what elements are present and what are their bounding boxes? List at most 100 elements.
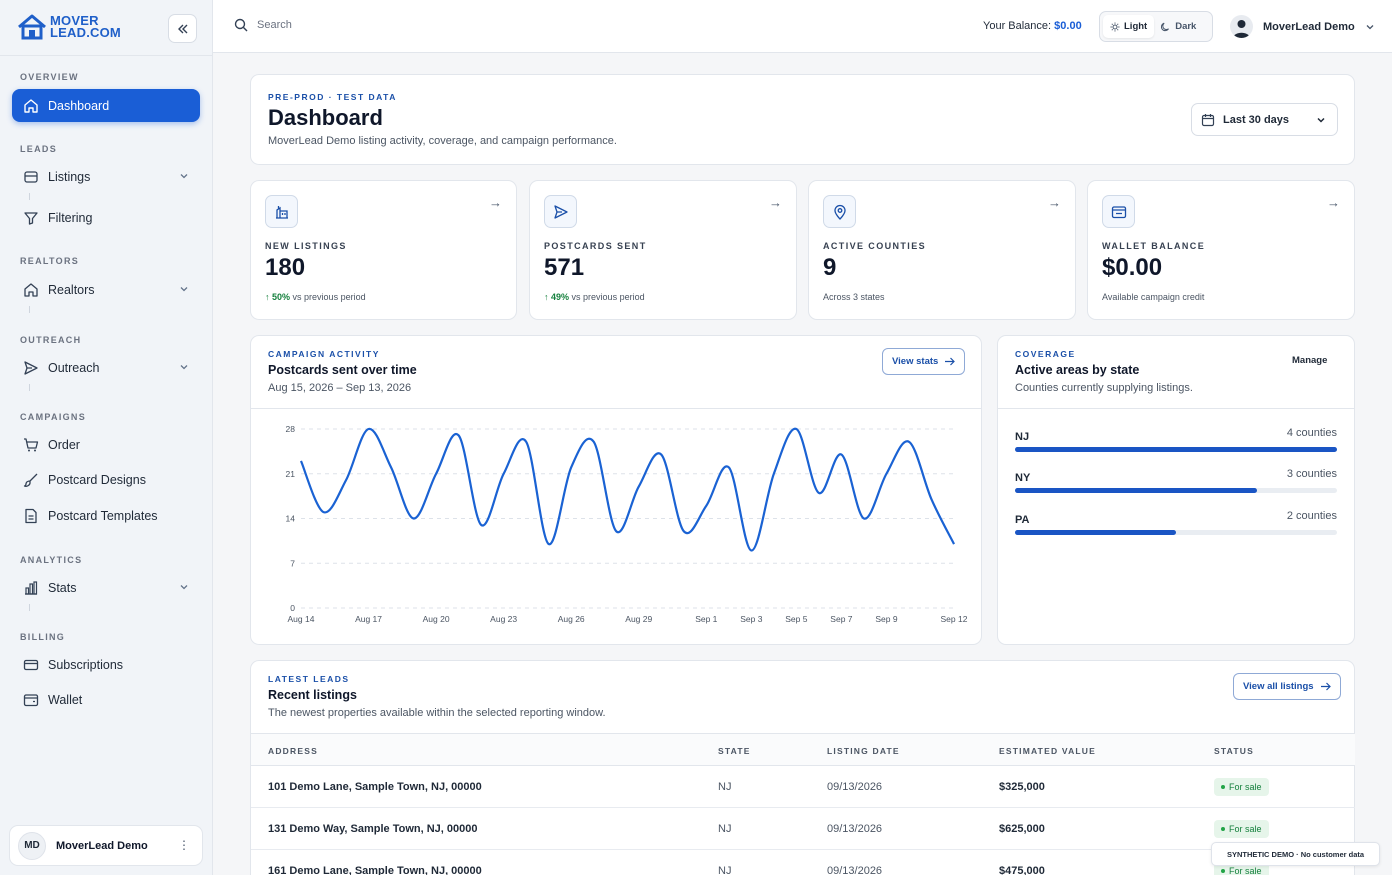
view-stats-label: View stats bbox=[892, 356, 939, 367]
recent-eyebrow: LATEST LEADS bbox=[268, 674, 350, 684]
file-icon bbox=[22, 507, 40, 525]
home-icon bbox=[22, 281, 40, 299]
section-billing: BILLING bbox=[20, 632, 66, 642]
coverage-bar-fill bbox=[1015, 488, 1257, 493]
table-row[interactable]: 161 Demo Lane, Sample Town, NJ, 00000 NJ… bbox=[251, 850, 1355, 875]
sidebar-header: MOVER LEAD.COM bbox=[0, 0, 212, 56]
sidebar-item-dashboard[interactable]: Dashboard bbox=[12, 89, 200, 122]
dashboard-header-card: PRE-PROD · TEST DATA Dashboard MoverLead… bbox=[250, 74, 1355, 165]
sidebar-item-filtering[interactable]: Filtering bbox=[12, 201, 200, 234]
brand-logo[interactable]: MOVER LEAD.COM bbox=[17, 14, 121, 40]
kpi-footnote: Across 3 states bbox=[823, 292, 885, 302]
view-all-listings-button[interactable]: View all listings bbox=[1233, 673, 1341, 700]
campaign-activity-card: CAMPAIGN ACTIVITY Postcards sent over ti… bbox=[250, 335, 982, 645]
sidebar-item-label: Order bbox=[48, 437, 80, 452]
kpi-new-listings[interactable]: → NEW LISTINGS 180 ↑ 50% vs previous per… bbox=[250, 180, 517, 320]
recent-listings-card: LATEST LEADS Recent listings The newest … bbox=[250, 660, 1355, 875]
coverage-eyebrow: COVERAGE bbox=[1015, 349, 1076, 359]
search-input[interactable]: Search bbox=[234, 18, 292, 32]
sidebar-item-subscriptions[interactable]: Subscriptions bbox=[12, 648, 200, 681]
theme-dark-button[interactable]: Dark bbox=[1154, 15, 1203, 38]
coverage-count: 3 counties bbox=[1286, 468, 1337, 480]
kpi-value: 180 bbox=[265, 254, 306, 281]
column-header-status[interactable]: STATUS bbox=[1214, 746, 1254, 756]
column-header-address[interactable]: ADDRESS bbox=[268, 746, 318, 756]
sidebar-item-label: Filtering bbox=[48, 210, 93, 225]
brand-name-line1: MOVER bbox=[50, 13, 99, 28]
account-menu[interactable]: MoverLead Demo bbox=[1230, 15, 1375, 38]
sidebar-item-postcard-templates[interactable]: Postcard Templates bbox=[12, 499, 200, 532]
status-badge: For sale bbox=[1214, 820, 1269, 838]
sidebar-item-label: Listings bbox=[48, 169, 91, 184]
sidebar: MOVER LEAD.COM OVERVIEW Dashboard LEADS … bbox=[0, 0, 213, 875]
x-tick-label: Aug 23 bbox=[490, 614, 517, 624]
kpi-active-counties[interactable]: → ACTIVE COUNTIES 9 Across 3 states bbox=[808, 180, 1076, 320]
credit-card-icon bbox=[22, 656, 40, 674]
row-state: NJ bbox=[718, 781, 732, 793]
arrow-right-icon[interactable]: → bbox=[1327, 195, 1340, 210]
sidebar-item-listings[interactable]: Listings bbox=[12, 160, 200, 193]
row-value: $325,000 bbox=[999, 781, 1045, 793]
table-row[interactable]: 131 Demo Way, Sample Town, NJ, 00000 NJ … bbox=[251, 808, 1355, 850]
status-label: For sale bbox=[1229, 824, 1262, 834]
house-logo-icon bbox=[18, 14, 46, 40]
column-header-listing-date[interactable]: LISTING DATE bbox=[827, 746, 900, 756]
coverage-bar-track bbox=[1015, 447, 1337, 452]
row-date: 09/13/2026 bbox=[827, 865, 883, 875]
coverage-bar-track bbox=[1015, 530, 1337, 535]
kpi-footnote: ↑ 50% vs previous period bbox=[265, 292, 366, 302]
more-vertical-icon[interactable]: ⋮ bbox=[178, 838, 190, 852]
nav-connector bbox=[29, 604, 30, 611]
x-tick-label: Aug 14 bbox=[288, 614, 315, 624]
kpi-postcards-sent[interactable]: → POSTCARDS SENT 571 ↑ 49% vs previous p… bbox=[529, 180, 797, 320]
sidebar-user-card[interactable]: MD MoverLead Demo ⋮ bbox=[9, 825, 203, 866]
card-divider bbox=[998, 408, 1354, 409]
sidebar-item-order[interactable]: Order bbox=[12, 428, 200, 461]
row-value: $625,000 bbox=[999, 823, 1045, 835]
view-stats-button[interactable]: View stats bbox=[882, 348, 966, 375]
kpi-value: 9 bbox=[823, 254, 837, 281]
sidebar-item-wallet[interactable]: Wallet bbox=[12, 683, 200, 716]
kpi-wallet-balance[interactable]: → WALLET BALANCE $0.00 Available campaig… bbox=[1087, 180, 1355, 320]
coverage-row-pa: PA 2 counties bbox=[1015, 510, 1337, 535]
status-dot bbox=[1221, 785, 1225, 789]
topbar: Search Your Balance: $0.00 Light Dark Mo… bbox=[213, 0, 1392, 53]
manage-button[interactable]: Manage bbox=[1292, 355, 1328, 366]
sidebar-item-label: Stats bbox=[48, 580, 77, 595]
wallet-icon bbox=[1102, 195, 1135, 228]
kpi-label: POSTCARDS SENT bbox=[544, 241, 647, 251]
arrow-right-icon[interactable]: → bbox=[1048, 195, 1061, 210]
bar-chart-icon bbox=[22, 579, 40, 597]
chevron-down-icon bbox=[1317, 117, 1325, 123]
table-row[interactable]: 101 Demo Lane, Sample Town, NJ, 00000 NJ… bbox=[251, 766, 1355, 808]
section-leads: LEADS bbox=[20, 144, 58, 154]
synthetic-demo-tag: SYNTHETIC DEMO · No customer data bbox=[1211, 842, 1380, 866]
x-tick-label: Aug 17 bbox=[355, 614, 382, 624]
column-header-estimated-value[interactable]: ESTIMATED VALUE bbox=[999, 746, 1097, 756]
header-eyebrow: PRE-PROD · TEST DATA bbox=[268, 92, 397, 102]
date-range-select[interactable]: Last 30 days bbox=[1191, 103, 1338, 136]
coverage-title: Active areas by state bbox=[1015, 363, 1140, 377]
brush-icon bbox=[22, 471, 40, 489]
campaign-range: Aug 15, 2026 – Sep 13, 2026 bbox=[268, 382, 412, 394]
section-overview: OVERVIEW bbox=[20, 72, 79, 82]
row-date: 09/13/2026 bbox=[827, 781, 883, 793]
series-line bbox=[299, 427, 955, 552]
sidebar-item-stats[interactable]: Stats bbox=[12, 571, 200, 604]
x-tick-label: Sep 1 bbox=[695, 614, 717, 624]
chevrons-left-icon bbox=[177, 24, 187, 33]
sidebar-item-realtors[interactable]: Realtors bbox=[12, 273, 200, 306]
status-badge: For sale bbox=[1214, 778, 1269, 796]
kpi-value: $0.00 bbox=[1102, 254, 1163, 281]
column-header-state[interactable]: STATE bbox=[718, 746, 751, 756]
arrow-right-icon[interactable]: → bbox=[489, 195, 502, 210]
x-tick-label: Sep 5 bbox=[785, 614, 807, 624]
sidebar-item-outreach[interactable]: Outreach bbox=[12, 351, 200, 384]
map-pin-icon bbox=[823, 195, 856, 228]
collapse-sidebar-button[interactable] bbox=[168, 14, 197, 43]
search-icon bbox=[234, 18, 248, 32]
kpi-footnote: ↑ 49% vs previous period bbox=[544, 292, 645, 302]
arrow-right-icon[interactable]: → bbox=[769, 195, 782, 210]
theme-light-button[interactable]: Light bbox=[1103, 15, 1155, 38]
sidebar-item-postcard-designs[interactable]: Postcard Designs bbox=[12, 463, 200, 496]
